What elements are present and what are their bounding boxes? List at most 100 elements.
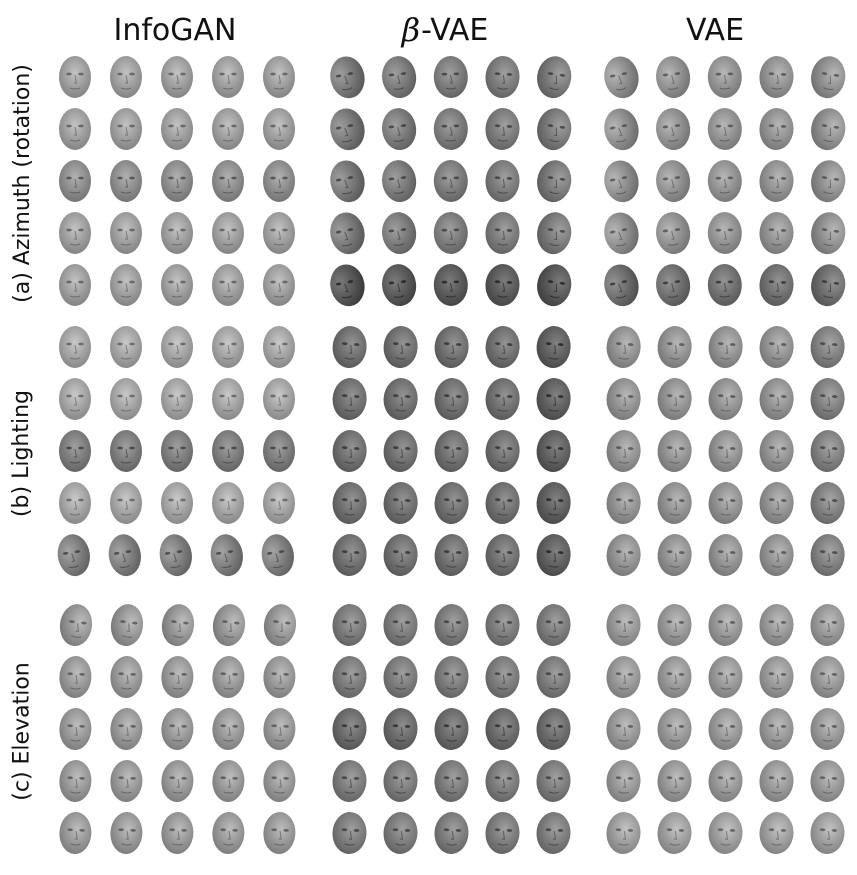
- face-image: [653, 376, 695, 422]
- face-image: [806, 532, 848, 578]
- face-image: [704, 106, 746, 152]
- face-image: [532, 654, 574, 700]
- face-image: [755, 532, 797, 578]
- face-image: [105, 106, 147, 152]
- face-image: [704, 532, 746, 578]
- face-image: [653, 262, 695, 308]
- face-image: [602, 654, 644, 700]
- face-image: [653, 158, 695, 204]
- face-image: [430, 158, 472, 204]
- face-image: [379, 654, 421, 700]
- face-image: [207, 654, 249, 700]
- face-image: [258, 480, 300, 526]
- face-image: [653, 706, 695, 752]
- face-image: [755, 262, 797, 308]
- face-image: [379, 262, 421, 308]
- face-image: [54, 480, 96, 526]
- face-image: [430, 376, 472, 422]
- face-image: [704, 158, 746, 204]
- face-image: [379, 428, 421, 474]
- face-image: [105, 54, 147, 100]
- face-image: [207, 428, 249, 474]
- face-image: [328, 480, 370, 526]
- face-image: [430, 706, 472, 752]
- face-image: [105, 262, 147, 308]
- face-image: [258, 158, 300, 204]
- face-image: [481, 810, 523, 856]
- face-image: [481, 428, 523, 474]
- face-image: [532, 324, 574, 370]
- face-image: [258, 810, 300, 856]
- face-image: [806, 480, 848, 526]
- face-image: [379, 376, 421, 422]
- face-image: [532, 262, 574, 308]
- face-image: [481, 324, 523, 370]
- face-image: [156, 654, 198, 700]
- face-image: [328, 376, 370, 422]
- face-image: [54, 654, 96, 700]
- face-image: [328, 810, 370, 856]
- face-image: [755, 428, 797, 474]
- face-image: [806, 428, 848, 474]
- face-image: [430, 602, 472, 648]
- face-image: [704, 654, 746, 700]
- face-image: [755, 654, 797, 700]
- face-image: [430, 262, 472, 308]
- face-image: [54, 428, 96, 474]
- face-image: [532, 706, 574, 752]
- column-title-vae: VAE: [640, 8, 790, 52]
- face-image: [258, 262, 300, 308]
- face-image: [653, 532, 695, 578]
- face-image: [532, 532, 574, 578]
- face-image: [806, 262, 848, 308]
- face-image: [379, 810, 421, 856]
- face-image: [54, 376, 96, 422]
- face-image: [207, 106, 249, 152]
- face-image: [156, 602, 198, 648]
- face-image: [207, 810, 249, 856]
- face-image: [207, 54, 249, 100]
- face-image: [328, 210, 370, 256]
- face-image: [379, 324, 421, 370]
- face-image: [207, 324, 249, 370]
- face-image: [653, 602, 695, 648]
- face-image: [481, 654, 523, 700]
- face-image: [328, 428, 370, 474]
- face-image: [481, 602, 523, 648]
- face-image: [532, 158, 574, 204]
- face-image: [54, 758, 96, 804]
- face-image: [156, 54, 198, 100]
- face-image: [379, 758, 421, 804]
- face-image: [806, 602, 848, 648]
- face-image: [481, 158, 523, 204]
- face-image: [54, 706, 96, 752]
- face-image: [806, 106, 848, 152]
- face-image: [481, 54, 523, 100]
- face-image: [602, 210, 644, 256]
- face-image: [653, 758, 695, 804]
- face-image: [258, 210, 300, 256]
- face-image: [653, 654, 695, 700]
- face-image: [328, 532, 370, 578]
- face-image: [379, 210, 421, 256]
- face-image: [156, 810, 198, 856]
- face-image: [806, 54, 848, 100]
- face-image: [602, 602, 644, 648]
- face-image: [806, 210, 848, 256]
- face-image: [156, 262, 198, 308]
- face-image: [755, 158, 797, 204]
- face-image: [105, 602, 147, 648]
- face-image: [532, 480, 574, 526]
- face-image: [105, 158, 147, 204]
- face-image: [481, 480, 523, 526]
- column-title-infogan-text: InfoGAN: [113, 12, 237, 48]
- face-image: [54, 810, 96, 856]
- face-image: [156, 532, 198, 578]
- face-image: [105, 480, 147, 526]
- face-image: [755, 758, 797, 804]
- face-image: [481, 106, 523, 152]
- face-image: [105, 706, 147, 752]
- face-image: [207, 706, 249, 752]
- face-image: [806, 376, 848, 422]
- face-image: [54, 602, 96, 648]
